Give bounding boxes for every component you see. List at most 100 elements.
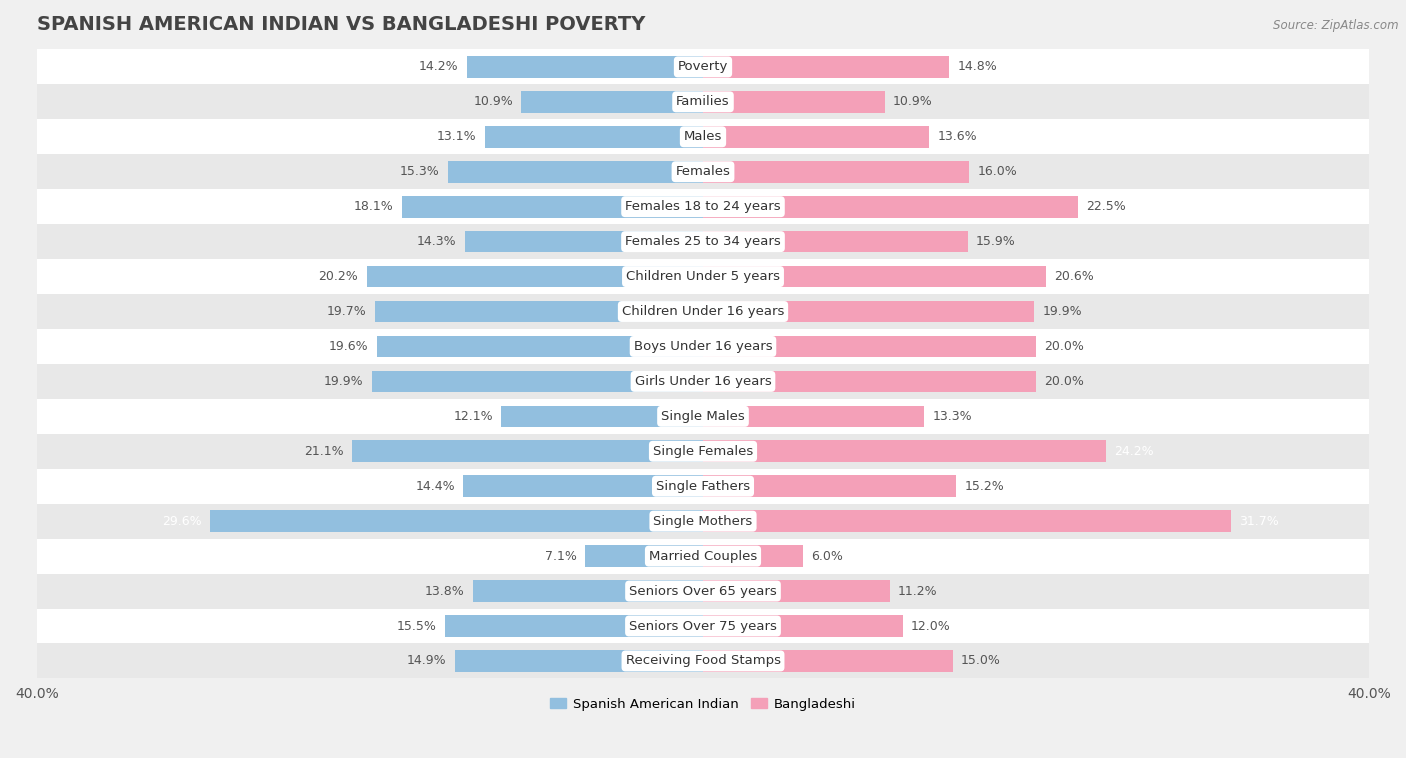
Bar xyxy=(463,475,703,497)
Text: 12.0%: 12.0% xyxy=(911,619,950,632)
Text: 13.6%: 13.6% xyxy=(938,130,977,143)
Bar xyxy=(375,301,703,322)
Bar xyxy=(703,56,949,78)
Text: Single Males: Single Males xyxy=(661,410,745,423)
Bar xyxy=(37,609,1369,644)
Text: 10.9%: 10.9% xyxy=(474,96,513,108)
Text: 20.2%: 20.2% xyxy=(319,270,359,283)
Bar xyxy=(37,259,1369,294)
Bar xyxy=(703,371,1036,392)
Bar xyxy=(37,84,1369,119)
Bar xyxy=(402,196,703,218)
Bar xyxy=(703,266,1046,287)
Bar xyxy=(502,406,703,428)
Text: 19.9%: 19.9% xyxy=(1043,305,1083,318)
Text: 15.0%: 15.0% xyxy=(962,654,1001,668)
Bar xyxy=(703,580,890,602)
Bar xyxy=(37,155,1369,190)
Bar xyxy=(703,650,953,672)
Bar xyxy=(703,510,1230,532)
Bar xyxy=(37,49,1369,84)
Text: Males: Males xyxy=(683,130,723,143)
Bar xyxy=(37,119,1369,155)
Text: Poverty: Poverty xyxy=(678,61,728,74)
Bar xyxy=(703,615,903,637)
Text: Families: Families xyxy=(676,96,730,108)
Bar xyxy=(37,644,1369,678)
Text: Females 25 to 34 years: Females 25 to 34 years xyxy=(626,235,780,248)
Bar xyxy=(371,371,703,392)
Bar xyxy=(37,504,1369,539)
Text: Receiving Food Stamps: Receiving Food Stamps xyxy=(626,654,780,668)
Text: 15.3%: 15.3% xyxy=(401,165,440,178)
Text: Children Under 5 years: Children Under 5 years xyxy=(626,270,780,283)
Text: Females: Females xyxy=(675,165,731,178)
Text: 15.5%: 15.5% xyxy=(396,619,436,632)
Bar xyxy=(703,336,1036,357)
Bar xyxy=(703,196,1077,218)
Text: 14.9%: 14.9% xyxy=(406,654,447,668)
Text: Females 18 to 24 years: Females 18 to 24 years xyxy=(626,200,780,213)
Text: 13.3%: 13.3% xyxy=(932,410,973,423)
Bar xyxy=(703,440,1107,462)
Text: 16.0%: 16.0% xyxy=(977,165,1018,178)
Text: 29.6%: 29.6% xyxy=(162,515,201,528)
Bar xyxy=(467,56,703,78)
Bar xyxy=(37,364,1369,399)
Text: 31.7%: 31.7% xyxy=(1239,515,1279,528)
Bar xyxy=(449,161,703,183)
Bar xyxy=(585,545,703,567)
Text: 13.8%: 13.8% xyxy=(425,584,465,597)
Text: Seniors Over 65 years: Seniors Over 65 years xyxy=(628,584,778,597)
Bar xyxy=(37,574,1369,609)
Bar xyxy=(377,336,703,357)
Bar xyxy=(703,230,967,252)
Bar xyxy=(37,190,1369,224)
Text: 14.4%: 14.4% xyxy=(415,480,456,493)
Text: 13.1%: 13.1% xyxy=(437,130,477,143)
Text: 6.0%: 6.0% xyxy=(811,550,844,562)
Text: Children Under 16 years: Children Under 16 years xyxy=(621,305,785,318)
Bar xyxy=(37,434,1369,468)
Bar xyxy=(703,161,970,183)
Text: 18.1%: 18.1% xyxy=(353,200,394,213)
Bar xyxy=(37,539,1369,574)
Bar xyxy=(37,224,1369,259)
Text: 24.2%: 24.2% xyxy=(1115,445,1154,458)
Text: 10.9%: 10.9% xyxy=(893,96,932,108)
Text: Source: ZipAtlas.com: Source: ZipAtlas.com xyxy=(1274,19,1399,32)
Bar xyxy=(367,266,703,287)
Bar xyxy=(37,468,1369,504)
Bar xyxy=(703,545,803,567)
Text: 14.2%: 14.2% xyxy=(419,61,458,74)
Text: Girls Under 16 years: Girls Under 16 years xyxy=(634,375,772,388)
Bar xyxy=(703,126,929,148)
Text: 14.3%: 14.3% xyxy=(418,235,457,248)
Text: Seniors Over 75 years: Seniors Over 75 years xyxy=(628,619,778,632)
Bar xyxy=(522,91,703,113)
Bar xyxy=(352,440,703,462)
Text: 7.1%: 7.1% xyxy=(544,550,576,562)
Bar xyxy=(465,230,703,252)
Text: 12.1%: 12.1% xyxy=(454,410,494,423)
Bar xyxy=(37,294,1369,329)
Bar xyxy=(703,406,925,428)
Text: Single Mothers: Single Mothers xyxy=(654,515,752,528)
Text: 19.6%: 19.6% xyxy=(329,340,368,353)
Text: 21.1%: 21.1% xyxy=(304,445,343,458)
Bar xyxy=(444,615,703,637)
Bar xyxy=(485,126,703,148)
Text: 19.7%: 19.7% xyxy=(326,305,367,318)
Bar xyxy=(703,91,884,113)
Text: 20.0%: 20.0% xyxy=(1045,340,1084,353)
Text: 20.6%: 20.6% xyxy=(1054,270,1094,283)
Text: Single Fathers: Single Fathers xyxy=(657,480,749,493)
Bar xyxy=(209,510,703,532)
Text: 14.8%: 14.8% xyxy=(957,61,997,74)
Bar xyxy=(703,475,956,497)
Bar xyxy=(37,329,1369,364)
Text: 19.9%: 19.9% xyxy=(323,375,363,388)
Text: 15.9%: 15.9% xyxy=(976,235,1017,248)
Text: Married Couples: Married Couples xyxy=(650,550,756,562)
Bar xyxy=(474,580,703,602)
